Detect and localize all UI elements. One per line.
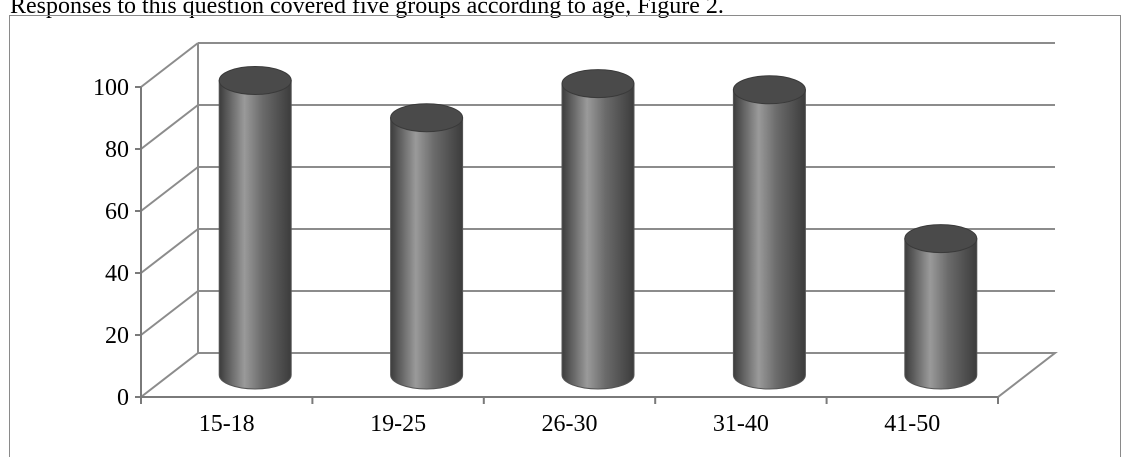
bar-top-19-25: [390, 103, 464, 133]
gridline-side: [140, 228, 199, 274]
gridline-side: [140, 104, 199, 150]
bar-19-25: [390, 117, 464, 390]
bar-top-41-50: [904, 224, 978, 254]
y-tick-label: 20: [105, 323, 129, 349]
bar-15-18: [218, 80, 292, 390]
figure-caption: Responses to this question covered five …: [10, 0, 724, 19]
x-tick-label: 15-18: [199, 411, 255, 437]
gridline-side: [140, 42, 199, 88]
bar-41-50: [904, 238, 978, 390]
y-tick-label: 100: [93, 75, 129, 101]
x-tick-label: 26-30: [542, 411, 598, 437]
y-tick-label: 0: [117, 385, 129, 411]
bar-top-15-18: [218, 66, 292, 95]
chart-frame: [9, 15, 1121, 457]
x-tick-label: 31-40: [713, 411, 769, 437]
x-tick-label: 41-50: [884, 411, 940, 437]
y-tick-label: 60: [105, 199, 129, 225]
x-tick-label: 19-25: [370, 411, 426, 437]
bar-top-31-40: [732, 75, 806, 105]
bar-31-40: [732, 89, 806, 390]
y-tick-label: 80: [105, 137, 129, 163]
bar-top-26-30: [561, 69, 635, 99]
gridline-side: [140, 166, 199, 212]
y-tick-label: 40: [105, 261, 129, 287]
gridline-side: [140, 290, 199, 336]
bar-26-30: [561, 83, 635, 390]
